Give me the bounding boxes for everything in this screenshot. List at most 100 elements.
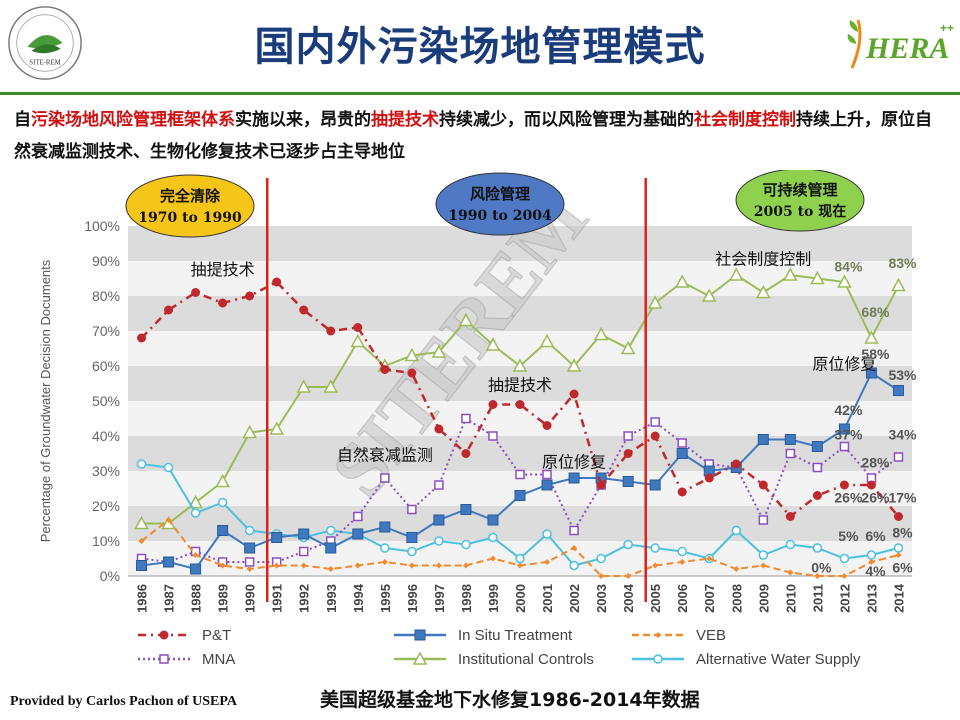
data-point — [812, 491, 822, 500]
data-point — [839, 480, 849, 490]
series-veb — [138, 517, 902, 579]
data-point — [784, 434, 796, 445]
chart-annotation: 原位修复 — [812, 355, 876, 374]
data-point — [541, 479, 553, 491]
data-point — [679, 559, 686, 565]
chart-annotation: 抽提技术 — [191, 260, 255, 279]
logo-right-text: HERA — [865, 32, 949, 65]
data-point — [218, 298, 228, 308]
data-point — [353, 511, 363, 522]
data-label: 4% — [865, 563, 886, 579]
data-point — [323, 379, 339, 393]
legend-label: Institutional Controls — [458, 651, 594, 668]
y-tick-label: 90% — [92, 253, 120, 269]
legend-label: VEB — [696, 627, 726, 644]
data-point — [458, 312, 474, 327]
data-point — [163, 556, 175, 568]
data-point — [866, 480, 876, 490]
data-point — [542, 421, 552, 430]
data-point — [353, 323, 363, 332]
legend-item: P&T — [138, 627, 231, 644]
intro-text: 自 — [14, 110, 31, 130]
data-point — [485, 337, 501, 351]
data-point — [298, 528, 310, 540]
data-point — [787, 569, 794, 576]
data-point — [462, 562, 469, 569]
data-point — [542, 469, 552, 480]
data-point — [134, 515, 149, 530]
data-point — [434, 480, 444, 490]
data-point — [785, 539, 796, 550]
data-point — [677, 438, 687, 448]
y-tick-label: 10% — [92, 533, 120, 549]
grid-band — [128, 506, 912, 541]
data-point — [217, 525, 229, 536]
intro-highlight: 社会制度控制 — [694, 110, 796, 130]
data-point — [326, 326, 336, 336]
data-point — [760, 562, 767, 569]
data-point — [731, 459, 741, 469]
data-point — [568, 472, 580, 484]
data-point — [380, 473, 390, 483]
x-tick-label: 1988 — [189, 584, 204, 613]
data-point — [273, 562, 280, 569]
data-point — [379, 521, 391, 533]
data-point — [891, 277, 906, 292]
data-point — [298, 546, 309, 557]
era-bubble — [125, 174, 255, 238]
chart-annotation: 社会制度控制 — [715, 250, 811, 269]
x-tick-label: 1993 — [324, 584, 339, 613]
data-point — [814, 573, 821, 579]
x-tick-label: 1989 — [216, 584, 231, 613]
x-tick-label: 1996 — [405, 584, 420, 613]
data-point — [837, 274, 852, 288]
data-point — [569, 560, 579, 571]
data-point — [650, 417, 660, 427]
data-point — [566, 358, 582, 372]
data-point — [327, 566, 334, 572]
x-tick-label: 2008 — [729, 584, 744, 613]
data-point — [163, 462, 174, 473]
y-tick-label: 0% — [100, 568, 120, 584]
data-label: 34% — [888, 427, 917, 443]
intro-highlight: 污染场地风险管理框架体系 — [31, 110, 235, 130]
data-point — [758, 550, 769, 560]
data-point — [839, 553, 850, 564]
data-point — [650, 431, 660, 441]
data-point — [515, 553, 525, 564]
data-point — [404, 347, 420, 362]
data-point — [300, 562, 307, 569]
chart: 0% 10% 20% 30% 40% 50% 60% 70% 80% 90% 100% Percent… — [38, 170, 917, 668]
data-point — [783, 267, 798, 281]
data-point — [757, 434, 769, 445]
data-point — [812, 462, 823, 473]
data-point — [512, 358, 528, 372]
data-point — [190, 508, 201, 518]
data-point — [431, 344, 447, 358]
data-point — [269, 421, 284, 435]
data-point — [461, 539, 471, 550]
y-tick-label: 60% — [92, 358, 120, 374]
data-label: 84% — [834, 259, 863, 275]
data-point — [136, 459, 147, 469]
data-point — [620, 340, 636, 355]
legend-label: MNA — [202, 651, 235, 668]
data-point — [706, 555, 713, 562]
data-point — [244, 557, 255, 567]
data-point — [407, 368, 417, 378]
data-point — [839, 441, 850, 452]
data-point — [164, 305, 174, 315]
legend-item: Alternative Water Supply — [632, 651, 861, 668]
logo-right-sup: ++ — [940, 21, 954, 35]
data-point — [381, 559, 388, 565]
data-point — [407, 504, 417, 515]
y-tick-label: 40% — [92, 428, 120, 444]
y-tick-label: 50% — [92, 393, 120, 409]
data-point — [892, 385, 904, 396]
chart-annotation: 自然衰减监测 — [337, 446, 433, 465]
data-point — [676, 448, 688, 459]
intro-text: 持续上升，原位自然衰减监测技术、生物化修复技术已逐步占主导地位 — [14, 110, 932, 162]
data-point — [758, 480, 768, 490]
data-point — [733, 566, 740, 572]
data-point — [625, 573, 632, 579]
